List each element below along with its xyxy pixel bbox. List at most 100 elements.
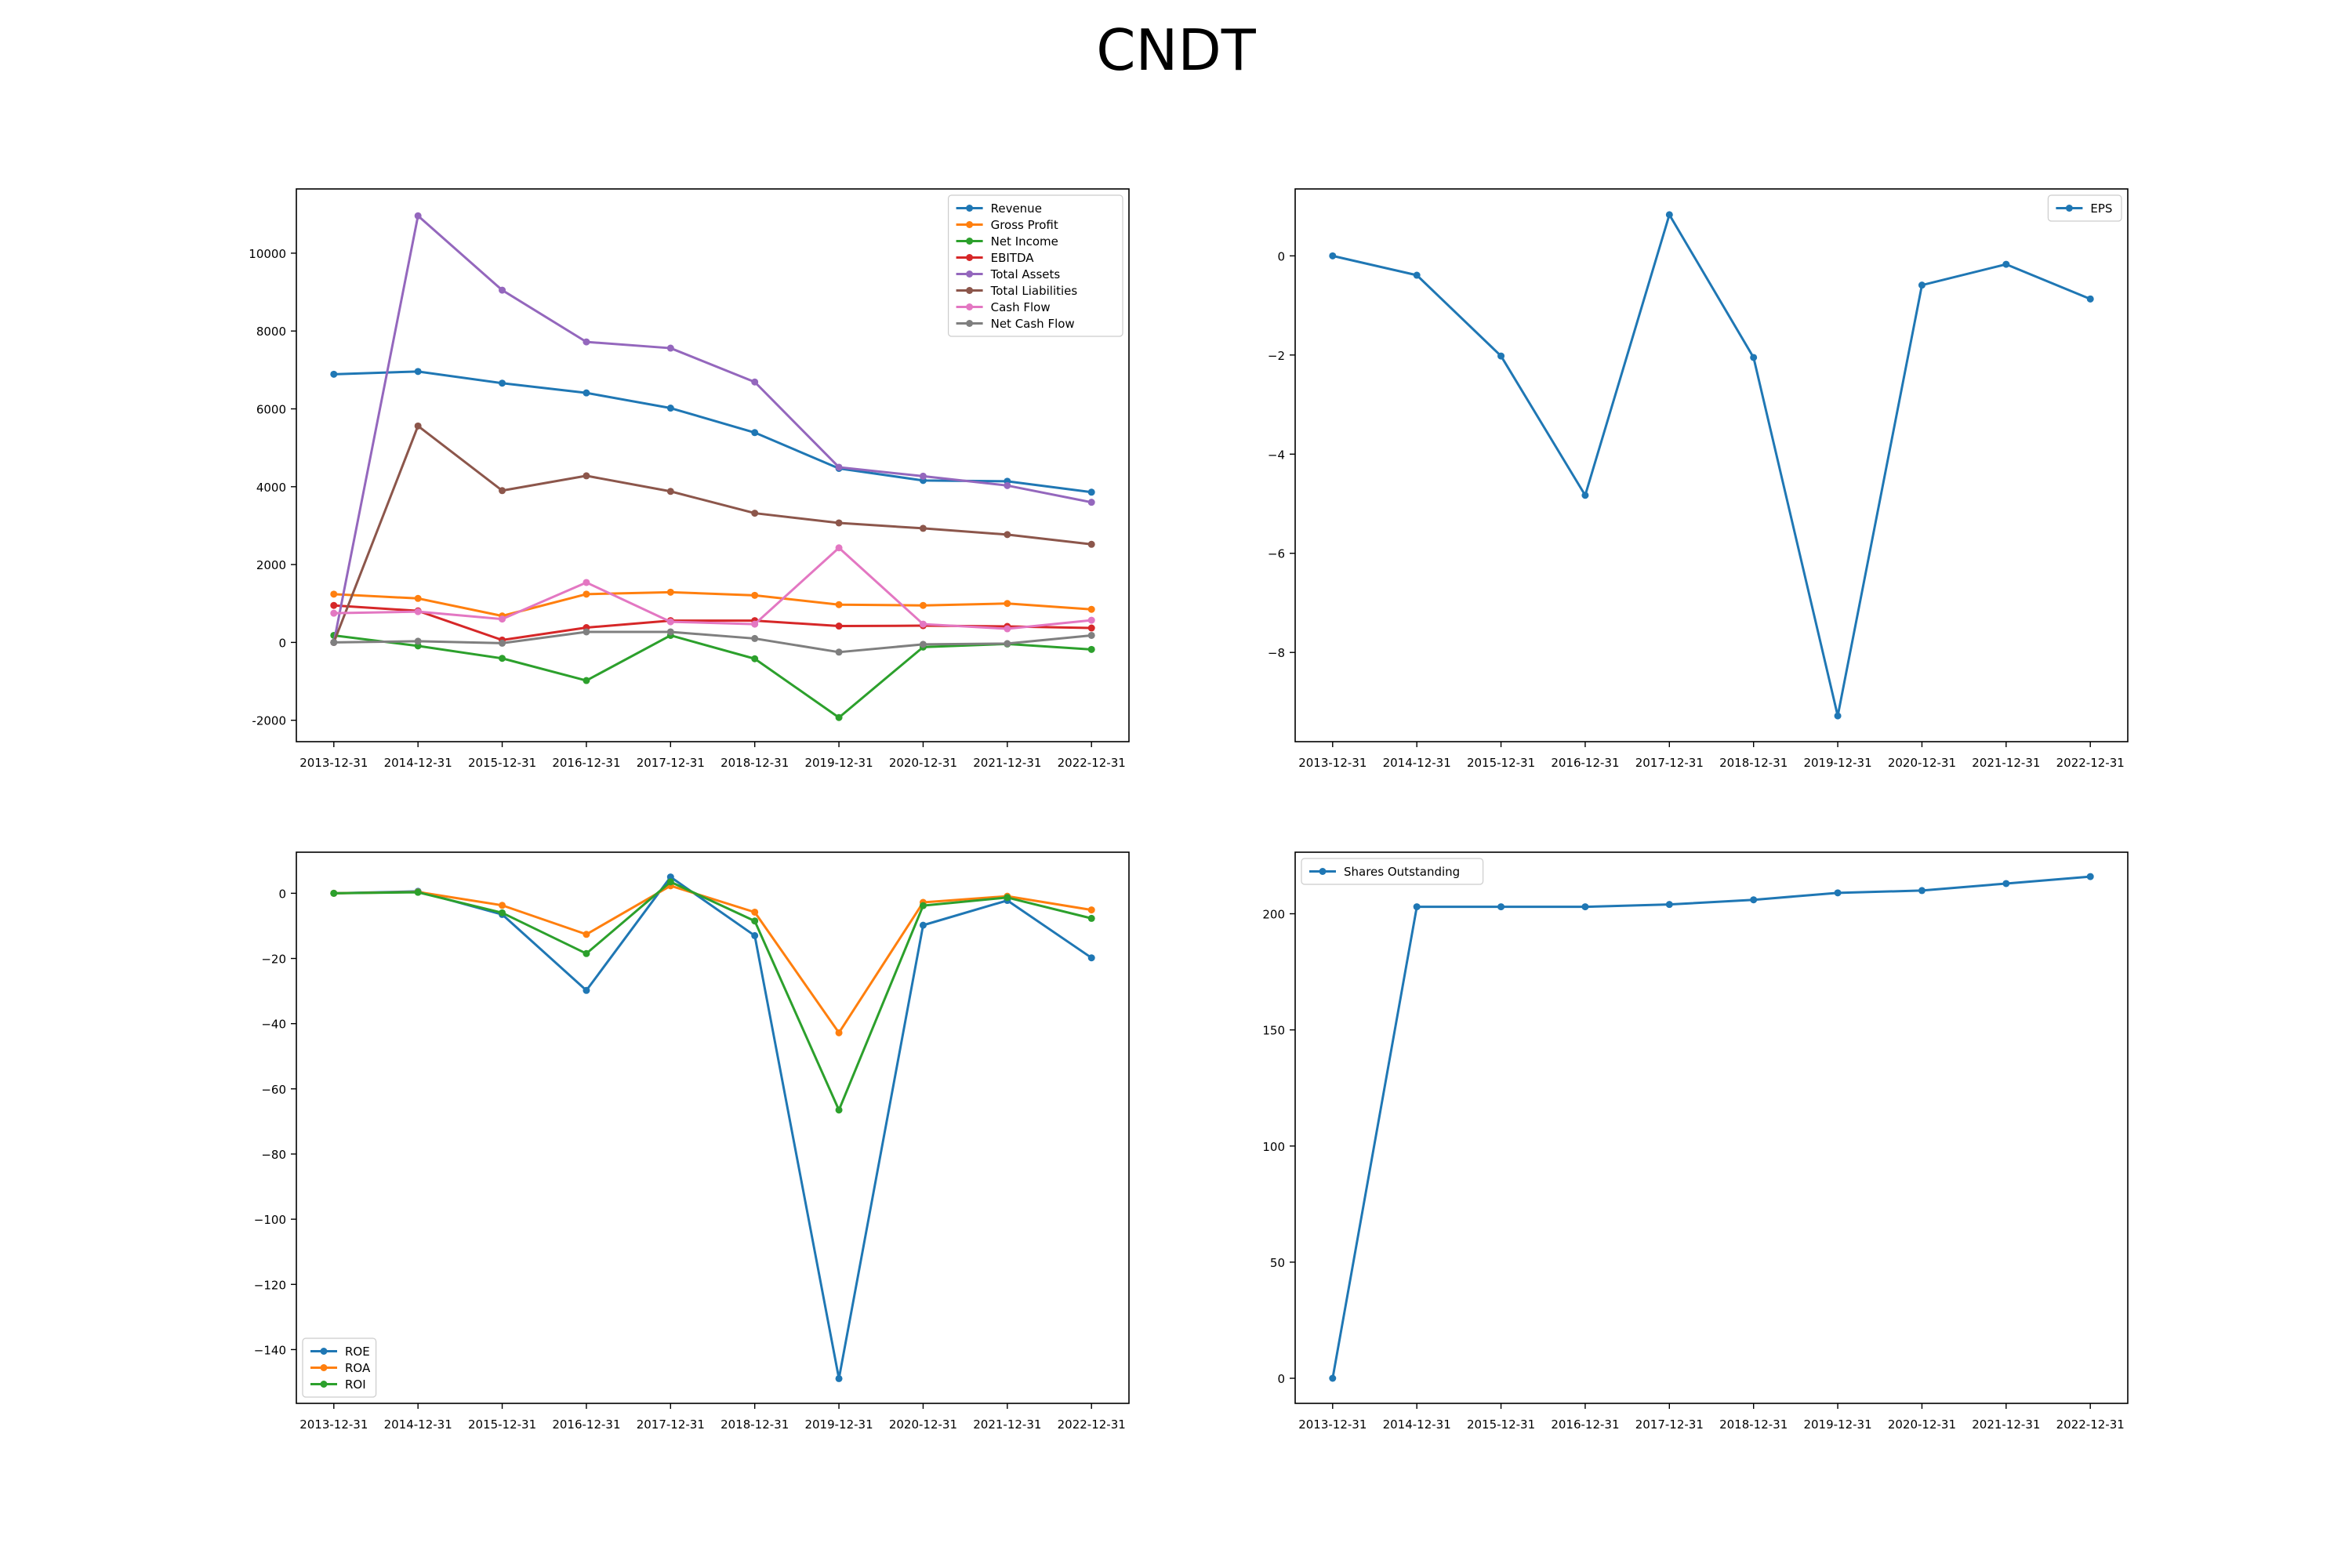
legend-label: Cash Flow xyxy=(991,300,1051,314)
data-point xyxy=(919,641,927,648)
x-tick-label: 2017-12-31 xyxy=(637,1417,705,1432)
x-tick-label: 2020-12-31 xyxy=(1888,756,1956,770)
data-point xyxy=(835,713,843,721)
data-point xyxy=(751,655,759,662)
x-tick-label: 2022-12-31 xyxy=(1058,1417,1126,1432)
y-tick-label: 6000 xyxy=(256,403,286,417)
data-point xyxy=(835,519,843,527)
data-point xyxy=(583,472,590,480)
data-point xyxy=(330,601,338,609)
data-point xyxy=(751,591,759,599)
legend-marker xyxy=(966,287,974,294)
series-line xyxy=(332,214,1092,643)
axes-frame xyxy=(1294,188,2129,742)
data-point xyxy=(666,618,674,626)
data-point xyxy=(330,638,338,646)
subplot-returns: 2013-12-31 2014-12-31 2015-12-31 2016-12-31… xyxy=(254,851,1130,1432)
x-tick-label: 2018-12-31 xyxy=(1719,1417,1788,1432)
subplot-eps: 2013-12-31 2014-12-31 2015-12-31 2016-12-31… xyxy=(1268,188,2129,770)
data-point xyxy=(835,544,843,552)
x-tick-label: 2016-12-31 xyxy=(1551,1417,1619,1432)
data-point xyxy=(583,677,590,684)
legend: Shares Outstanding xyxy=(1301,858,1484,885)
legend: ROE ROA ROI xyxy=(302,1338,377,1398)
legend-marker xyxy=(966,270,974,278)
series-line xyxy=(333,633,1092,719)
legend-box xyxy=(947,194,1123,337)
data-point xyxy=(1087,540,1095,548)
data-point xyxy=(1004,600,1011,608)
legend: Revenue Gross Profit Net Income EBITDA Total… xyxy=(947,194,1123,337)
data-point xyxy=(1834,712,1842,720)
legend-marker xyxy=(966,205,974,212)
series-line xyxy=(333,880,1092,1112)
legend-label: ROI xyxy=(345,1377,366,1392)
data-point xyxy=(583,628,590,636)
data-point xyxy=(1087,645,1095,653)
series-line xyxy=(333,546,1092,630)
data-point xyxy=(2086,873,2094,880)
data-point xyxy=(583,949,590,957)
data-point xyxy=(330,590,338,598)
legend-label: Total Assets xyxy=(990,267,1061,281)
data-point xyxy=(414,888,422,896)
data-point xyxy=(751,378,759,386)
x-tick-label: 2015-12-31 xyxy=(468,756,536,770)
data-point xyxy=(919,601,927,609)
x-tick-label: 2018-12-31 xyxy=(720,1417,789,1432)
legend-marker xyxy=(966,320,974,327)
data-point xyxy=(2086,295,2094,303)
data-point xyxy=(1004,640,1011,648)
y-tick-label: 0 xyxy=(278,887,286,901)
x-tick-label: 2019-12-31 xyxy=(804,1417,873,1432)
x-tick-label: 2017-12-31 xyxy=(1635,756,1704,770)
legend-label: Shares Outstanding xyxy=(1344,865,1460,879)
data-point xyxy=(583,389,590,397)
data-point xyxy=(583,338,590,346)
x-tick-label: 2017-12-31 xyxy=(637,756,705,770)
data-point xyxy=(1004,894,1011,902)
y-tick-label: −6 xyxy=(1268,547,1285,561)
data-point xyxy=(1329,252,1337,260)
data-point xyxy=(666,488,674,495)
data-point xyxy=(1665,901,1673,909)
data-point xyxy=(1918,887,1926,895)
data-point xyxy=(2002,880,2010,887)
y-tick-label: −140 xyxy=(254,1343,286,1357)
data-point xyxy=(1834,889,1842,897)
data-point xyxy=(499,379,506,387)
series-line xyxy=(1331,875,2091,1379)
x-tick-label: 2022-12-31 xyxy=(2056,1417,2125,1432)
data-point xyxy=(499,639,506,647)
data-point xyxy=(666,344,674,352)
legend-marker xyxy=(2065,205,2073,212)
x-tick-label: 2020-12-31 xyxy=(889,756,957,770)
data-point xyxy=(1087,624,1095,632)
data-point xyxy=(1750,896,1758,904)
figure-title: CNDT xyxy=(1096,17,1256,83)
legend-marker xyxy=(320,1364,328,1371)
data-point xyxy=(666,405,674,412)
data-point xyxy=(499,487,506,495)
series-line xyxy=(332,424,1092,643)
data-point xyxy=(751,908,759,916)
data-point xyxy=(330,889,338,897)
data-point xyxy=(835,622,843,630)
x-tick-label: 2021-12-31 xyxy=(1972,756,2040,770)
y-tick-label: −100 xyxy=(254,1213,286,1227)
series-line xyxy=(333,630,1092,654)
y-tick-label: 2000 xyxy=(256,558,286,572)
series-line xyxy=(1332,213,2091,717)
data-point xyxy=(414,594,422,602)
data-point xyxy=(1413,903,1421,911)
data-point xyxy=(919,620,927,628)
x-tick-label: 2014-12-31 xyxy=(384,756,452,770)
y-tick-label: 200 xyxy=(1262,908,1285,922)
axes-frame xyxy=(296,851,1130,1404)
subplot-financials: 2013-12-31 2014-12-31 2015-12-31 2016-12-31… xyxy=(249,188,1130,770)
data-point xyxy=(1087,605,1095,613)
x-tick-label: 2014-12-31 xyxy=(1383,756,1451,770)
data-point xyxy=(835,648,843,656)
data-point xyxy=(835,1029,843,1036)
series-line xyxy=(333,876,1093,1380)
